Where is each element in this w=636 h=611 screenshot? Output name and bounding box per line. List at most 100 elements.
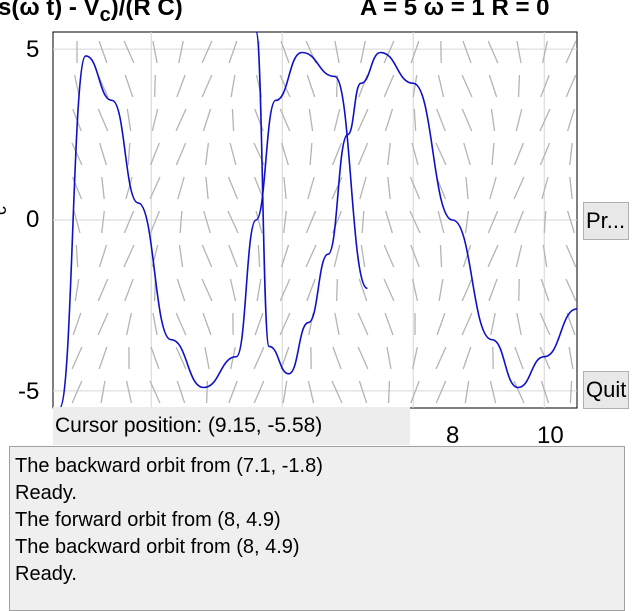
field-segment xyxy=(98,346,108,370)
field-segment xyxy=(490,312,496,336)
field-segment xyxy=(306,74,316,98)
field-segment xyxy=(565,74,577,98)
field-segment xyxy=(97,312,109,336)
field-segment xyxy=(384,312,394,336)
field-segment xyxy=(333,108,341,132)
field-segment xyxy=(253,380,265,404)
cursor-label: Cursor position: xyxy=(55,414,203,437)
field-segment xyxy=(539,108,551,132)
field-segment xyxy=(387,380,391,404)
field-segment xyxy=(435,346,447,370)
field-segment xyxy=(281,142,289,166)
field-segment xyxy=(383,74,395,98)
field-segment xyxy=(411,142,419,166)
y-tick-0: 0 xyxy=(26,206,40,233)
field-segment xyxy=(204,346,210,370)
field-segment xyxy=(540,74,550,98)
y-tick-neg5: -5 xyxy=(18,378,40,405)
orbit-curve-1 xyxy=(58,51,369,409)
field-segment xyxy=(387,176,391,200)
field-segment xyxy=(256,278,262,302)
field-segment xyxy=(228,40,238,64)
field-segment xyxy=(175,108,187,132)
field-segment xyxy=(464,380,470,404)
field-segment xyxy=(412,346,418,370)
field-segment xyxy=(101,176,105,200)
field-segment xyxy=(124,74,134,98)
field-segment xyxy=(359,176,367,200)
field-segment xyxy=(387,142,391,166)
field-segment xyxy=(540,380,550,404)
x-tick-10: 10 xyxy=(537,422,564,449)
field-segment xyxy=(539,312,551,336)
field-segment xyxy=(152,40,158,64)
field-segment xyxy=(149,176,161,200)
field-segment xyxy=(205,176,209,200)
field-segment xyxy=(228,244,238,268)
orbit-curves xyxy=(58,31,578,409)
field-segment xyxy=(543,210,547,234)
field-segment xyxy=(462,40,472,64)
message-line: Ready. xyxy=(15,482,77,504)
field-segment xyxy=(202,312,212,336)
field-segment xyxy=(123,210,135,234)
message-line: Ready. xyxy=(15,563,77,585)
field-segment xyxy=(280,40,290,64)
field-segment xyxy=(566,210,576,234)
field-segment xyxy=(438,278,444,302)
field-segment xyxy=(386,346,392,370)
field-segment xyxy=(566,312,576,336)
field-segment xyxy=(307,380,315,404)
field-segment xyxy=(360,40,366,64)
field-segment xyxy=(331,380,343,404)
field-segment xyxy=(98,40,108,64)
parameter-title: A = 5 ω = 1 R = 0 xyxy=(360,0,550,21)
field-segment xyxy=(201,74,213,98)
field-segment xyxy=(435,142,447,166)
field-segment xyxy=(101,210,105,234)
field-segment xyxy=(437,74,445,98)
orbit-curve-2 xyxy=(255,31,578,389)
field-segment xyxy=(98,244,108,268)
field-segment xyxy=(487,40,499,64)
field-segment xyxy=(283,176,287,200)
field-segment xyxy=(279,108,291,132)
field-segment xyxy=(464,210,470,234)
field-segment xyxy=(305,210,317,234)
field-segment xyxy=(257,244,261,268)
field-segment xyxy=(202,108,212,132)
field-segment xyxy=(566,108,576,132)
field-segment xyxy=(541,176,549,200)
field-segment xyxy=(437,210,445,234)
print-button[interactable]: Pr... xyxy=(583,202,629,240)
field-segment xyxy=(461,74,473,98)
field-segment xyxy=(279,312,291,336)
field-segment xyxy=(149,380,161,404)
field-segment xyxy=(71,380,83,404)
field-segment xyxy=(461,278,473,302)
field-segment xyxy=(205,380,209,404)
field-segment xyxy=(279,278,291,302)
field-segment xyxy=(126,108,132,132)
field-segment xyxy=(542,40,548,64)
field-segment xyxy=(409,176,421,200)
field-segment xyxy=(308,108,314,132)
field-segment xyxy=(410,40,420,64)
field-segment xyxy=(439,244,443,268)
field-segment xyxy=(539,142,551,166)
field-segment xyxy=(254,312,264,336)
field-segment xyxy=(279,74,291,98)
field-segment xyxy=(412,74,418,98)
quit-button[interactable]: Quit xyxy=(583,371,629,409)
message-panel: The backward orbit from (7.1, -1.8) Read… xyxy=(9,446,625,611)
field-segment xyxy=(383,278,395,302)
field-segment xyxy=(383,244,395,268)
field-segment xyxy=(71,142,83,166)
message-line: The backward orbit from (8, 4.9) xyxy=(15,536,300,558)
field-segment xyxy=(360,244,366,268)
field-segment xyxy=(179,210,183,234)
field-segment xyxy=(253,346,265,370)
field-segment xyxy=(490,108,496,132)
field-segment xyxy=(203,210,211,234)
